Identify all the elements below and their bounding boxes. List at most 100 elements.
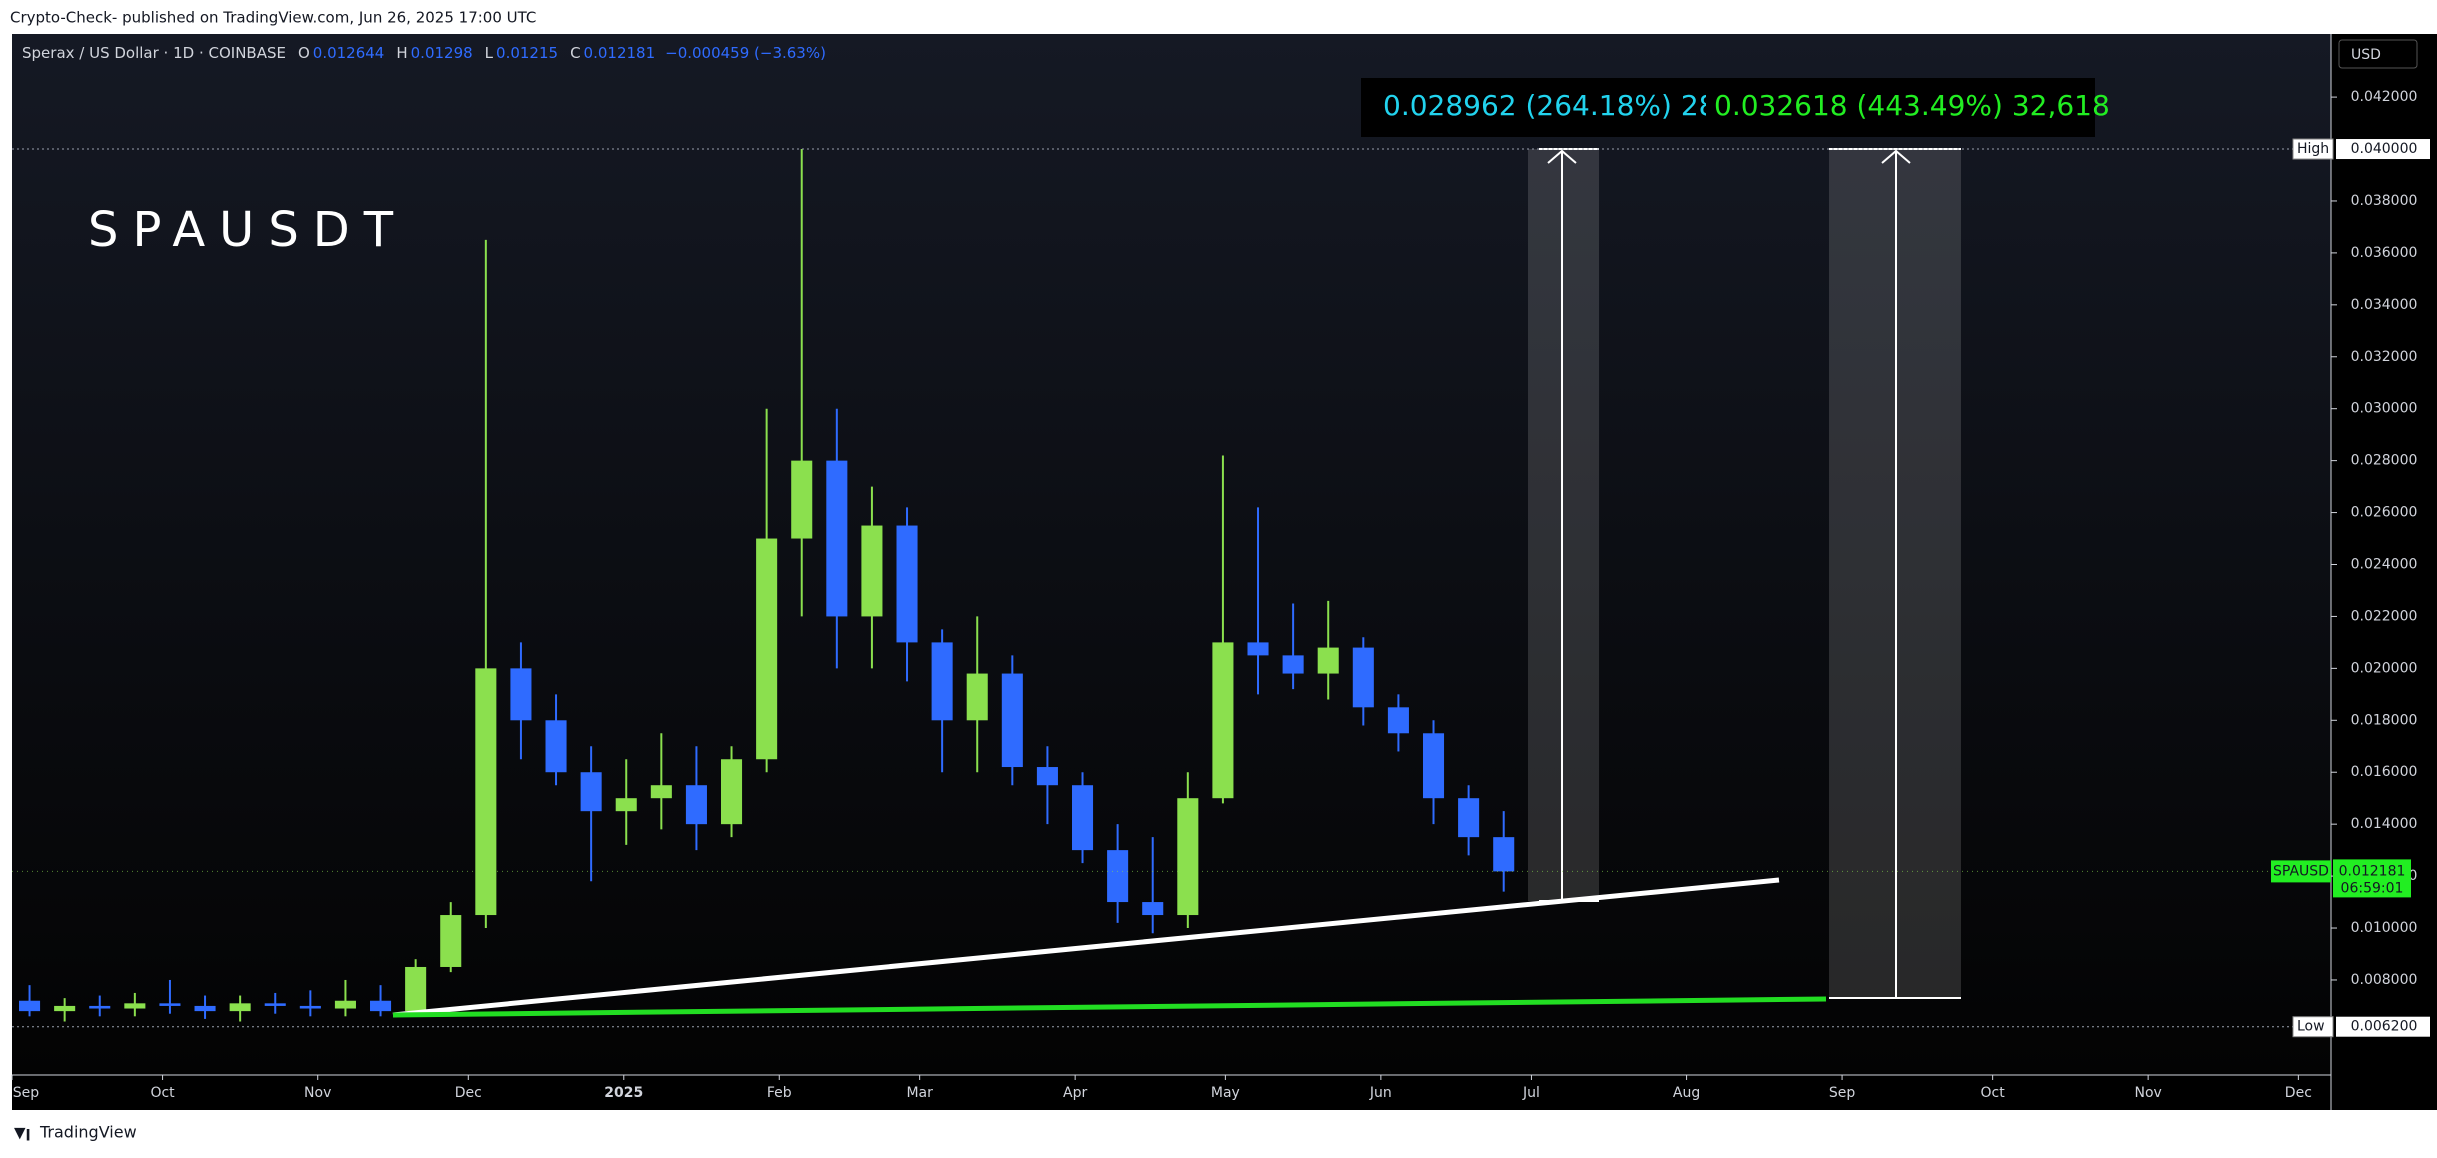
candle-body [1071, 785, 1094, 851]
legend-item: H [396, 44, 407, 62]
candle-body [124, 1003, 146, 1009]
price-axis [2331, 34, 2437, 1110]
candle-body [1387, 707, 1409, 734]
x-tick-label: Oct [150, 1085, 175, 1101]
y-tick-label: 0.018000 [2351, 712, 2418, 728]
candle-body [299, 1005, 321, 1009]
candle-body [1422, 733, 1445, 799]
measure-label: 0.032618 (443.49%) 32,618 [1714, 89, 2110, 122]
measure-label-box [1706, 80, 2092, 135]
x-tick-label: Mar [906, 1085, 933, 1101]
candle-body [194, 1005, 216, 1012]
candle-body [1107, 850, 1129, 903]
legend-item: Sperax / US Dollar · 1D · COINBASE [22, 44, 286, 62]
y-tick-label: 0.026000 [2351, 505, 2418, 521]
y-tick-label: 0.010000 [2351, 920, 2418, 936]
y-tick-label: 0.022000 [2351, 608, 2418, 624]
y-tick-label: 0.036000 [2351, 245, 2418, 261]
candle-body [1282, 655, 1304, 674]
x-tick-label: 2025 [604, 1085, 643, 1101]
candle-body [685, 785, 707, 825]
x-tick-label: Aug [1673, 1085, 1700, 1101]
legend-item: C [570, 44, 580, 62]
brand: TradingView [39, 1123, 137, 1142]
measure-box [1528, 149, 1599, 901]
y-tick-label: 0.032000 [2351, 349, 2418, 365]
watermark: SPAUSDT [88, 202, 407, 258]
candle-body [826, 460, 848, 617]
candle-body [1493, 837, 1515, 872]
x-tick-label: Sep [13, 1085, 40, 1101]
y-tick-label: 0.020000 [2351, 660, 2418, 676]
logo: ▼ꞁ [14, 1124, 31, 1142]
candle-body [229, 1003, 251, 1012]
y-tick-label: 0.014000 [2351, 816, 2418, 832]
y-tick-label: 0.034000 [2351, 297, 2418, 313]
level-value: 0.006200 [2351, 1019, 2418, 1035]
candle-body [334, 1000, 356, 1009]
level-value: 0.040000 [2351, 141, 2418, 157]
candle-body [1458, 798, 1480, 838]
candle-body [1001, 673, 1023, 768]
x-tick-label: May [1211, 1085, 1240, 1101]
x-tick-label: Dec [455, 1085, 482, 1101]
candle-body [510, 668, 532, 721]
candle-body [615, 798, 637, 812]
candle-body [966, 673, 988, 721]
candle-body [159, 1003, 181, 1006]
trend-line [392, 877, 1780, 1018]
candle-body [89, 1005, 111, 1009]
x-tick-label: Jun [1369, 1085, 1392, 1101]
time-axis [12, 1075, 2331, 1110]
candle-body [1212, 642, 1234, 799]
candle-body [650, 785, 672, 799]
candle-body [1142, 902, 1164, 916]
x-tick-label: Nov [2134, 1085, 2161, 1101]
candle-body [580, 772, 602, 812]
trend-line [392, 996, 1827, 1018]
x-tick-label: Nov [304, 1085, 331, 1101]
y-tick-label: 0.024000 [2351, 556, 2418, 572]
plot-area [12, 34, 2331, 1075]
last-price-box [2333, 859, 2411, 898]
legend-item: −0.000459 (−3.63%) [665, 44, 826, 62]
candle-body [405, 966, 427, 1012]
legend-item: O [298, 44, 310, 62]
publisher: Crypto-Check- published on TradingView.c… [10, 9, 536, 27]
y-tick-label: 0.042000 [2351, 89, 2418, 105]
last-price-symbol: SPAUSD [2273, 863, 2329, 879]
plot [19, 149, 1515, 1022]
x-tick-label: Jul [1522, 1085, 1540, 1101]
level-value-box [2336, 1016, 2430, 1037]
last-price-tag [2271, 860, 2331, 883]
candle-body [19, 1000, 41, 1012]
legend-item: 0.012644 [313, 44, 385, 62]
arrow-head [1547, 149, 1577, 164]
currency: USD [2351, 47, 2381, 63]
candle-body [896, 525, 918, 643]
x-tick-label: Dec [2285, 1085, 2312, 1101]
level-tag-label: High [2297, 141, 2329, 157]
level-value-box [2336, 139, 2430, 160]
x-tick-label: Sep [1829, 1085, 1856, 1101]
symbol-legend: Sperax / US Dollar · 1D · COINBASE O 0.012… [22, 44, 826, 62]
candle-body [756, 538, 778, 760]
y-tick-label: 0.030000 [2351, 401, 2418, 417]
candle-body [791, 460, 813, 539]
level-tag [2292, 138, 2334, 160]
legend-item: 0.01215 [496, 44, 558, 62]
candle-body [1177, 798, 1199, 916]
y-tick-label: 0.016000 [2351, 764, 2418, 780]
candle-body [721, 759, 743, 825]
x-tick-label: Oct [1981, 1085, 2006, 1101]
currency-button[interactable] [2338, 39, 2418, 69]
x-tick-label: Feb [767, 1085, 792, 1101]
candle-body [54, 1005, 76, 1012]
countdown: 06:59:01 [2341, 880, 2404, 896]
legend-item: L [485, 44, 494, 62]
candle-body [1317, 647, 1339, 674]
candle-body [1247, 642, 1269, 656]
level-tag [2292, 1016, 2334, 1038]
candle-body [475, 668, 497, 916]
